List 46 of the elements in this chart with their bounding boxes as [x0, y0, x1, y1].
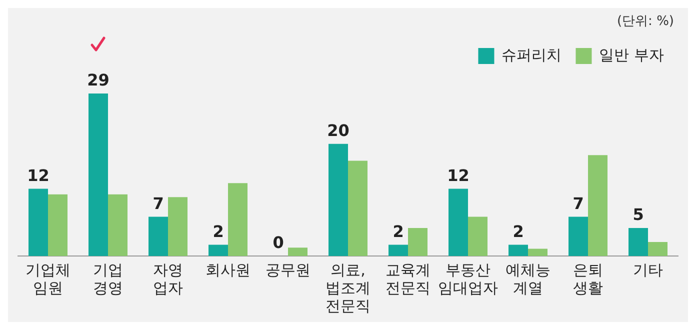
bar [28, 188, 48, 256]
bar [628, 228, 648, 256]
bar [568, 216, 588, 256]
bar [208, 244, 228, 256]
data-label: 2 [512, 222, 524, 241]
x-tick-label: 자영 업자 [153, 260, 183, 297]
x-tick-label: 공무원 [266, 260, 310, 279]
bar [508, 244, 528, 256]
bar [168, 197, 188, 256]
x-tick-label: 기타 [633, 260, 663, 279]
bar [348, 160, 368, 256]
x-tick-label: 은퇴 생활 [573, 260, 603, 297]
text: (단위: %) [616, 14, 674, 29]
bar [448, 188, 468, 256]
data-label: 0 [272, 233, 284, 252]
x-tick-label: 기업 경영 [93, 260, 123, 297]
x-tick-label: 예체능 계열 [506, 260, 550, 297]
data-label: 29 [87, 70, 110, 90]
bar [148, 216, 168, 256]
bar [588, 155, 608, 256]
data-label: 5 [632, 205, 644, 224]
data-label: 12 [447, 166, 470, 185]
data-label: 20 [327, 121, 350, 140]
data-label: 2 [392, 222, 404, 241]
bar [288, 248, 308, 256]
data-label: 7 [152, 194, 164, 213]
x-tick-label: 부동산 임대업자 [438, 260, 498, 297]
bar [228, 183, 248, 256]
bar [528, 248, 548, 256]
x-tick-label: 의료, 법조계 전문직 [326, 260, 370, 315]
bar [648, 242, 668, 256]
legend-label: 일반 부자 [599, 46, 664, 64]
bar [88, 94, 108, 256]
x-tick-label: 회사원 [206, 260, 250, 279]
legend-label: 슈퍼리치 [502, 46, 562, 64]
data-label: 7 [572, 194, 584, 213]
bar [408, 228, 428, 256]
bar [328, 144, 348, 256]
bar [108, 194, 128, 256]
bar [388, 244, 408, 256]
data-label: 12 [27, 166, 50, 185]
bar [48, 194, 68, 256]
bar [468, 216, 488, 256]
x-tick-label: 교육계 전문직 [386, 260, 430, 297]
x-tick-label: 기업체 임원 [26, 260, 70, 297]
data-label: 2 [212, 222, 224, 241]
